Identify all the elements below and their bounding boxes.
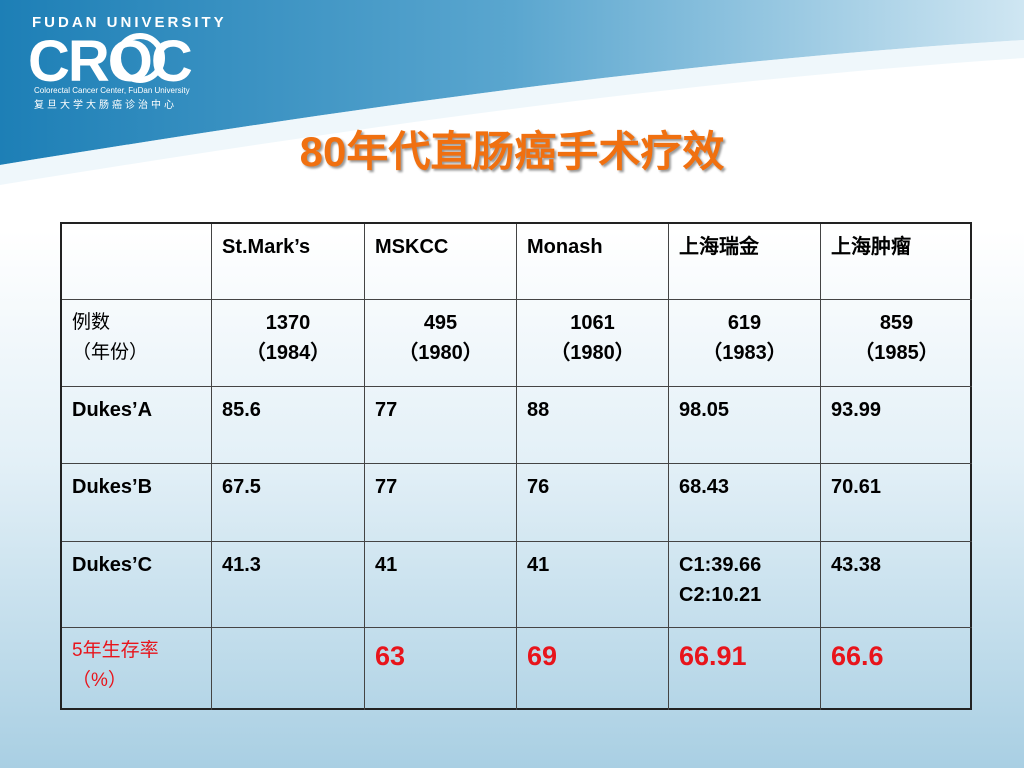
cell-text: Dukes’B (72, 476, 153, 498)
cell-text: Monash (527, 236, 603, 258)
table-cell: 69 (517, 628, 669, 710)
table-cell: 93.99 (821, 387, 972, 464)
cell-text: （1985） (854, 342, 939, 364)
table: St.Mark’s MSKCC Monash 上海瑞金 上海肿瘤例数 （年份） 1370 （1… (60, 222, 972, 710)
cell-text: 70.61 (831, 476, 882, 498)
table-cell: 41 (517, 542, 669, 628)
cell-text: 67.5 (222, 476, 261, 498)
table-cell: 41.3 (212, 542, 365, 628)
table-cell: 85.6 (212, 387, 365, 464)
table-cell: 88 (517, 387, 669, 464)
header-swoosh (0, 40, 1024, 185)
cell-text: 41 (527, 554, 550, 576)
table-cell: MSKCC (365, 224, 517, 300)
cell-text: C1:39.66 (679, 554, 762, 576)
cell-text: Dukes’A (72, 399, 153, 421)
cell-text: （1984） (245, 342, 331, 364)
table-cell: 98.05 (669, 387, 821, 464)
cell-text: 例数 (72, 312, 111, 333)
table-cell: Dukes’B (62, 464, 212, 542)
cell-text: 859 (879, 312, 914, 334)
cell-text: 上海瑞金 (679, 236, 759, 258)
table-cell: 41 (365, 542, 517, 628)
cell-text: 619 (727, 312, 762, 334)
table-cell: 67.5 (212, 464, 365, 542)
header-band (0, 0, 1024, 165)
table-cell: 66.91 (669, 628, 821, 710)
table-cell: Dukes’A (62, 387, 212, 464)
cell-text: 69 (527, 641, 558, 671)
cell-text: （年份） (72, 342, 149, 363)
cell-text: 43.38 (831, 554, 882, 576)
center-cn: 复旦大学大肠癌诊治中心 (34, 100, 177, 111)
cell-text: 88 (527, 399, 550, 421)
table-cell: 5年生存率 （%） (62, 628, 212, 710)
table-cell: Monash (517, 224, 669, 300)
table-cell: 上海瑞金 (669, 224, 821, 300)
table-cell: 77 (365, 387, 517, 464)
cell-text: 98.05 (679, 399, 730, 421)
university: FUDAN UNIVERSITY (32, 14, 227, 31)
table-cell: 66.6 (821, 628, 972, 710)
cell-text: 上海肿瘤 (831, 236, 911, 258)
center-en: Colorectal Cancer Center, FuDan Universi… (34, 86, 190, 95)
title: 80年代直肠癌手术疗效 (299, 128, 725, 175)
cell-text: 68.43 (679, 476, 730, 498)
cell-text: 5年生存率 (72, 640, 159, 661)
table-cell: 859 （1985） (821, 300, 972, 387)
table-cell (212, 628, 365, 710)
cell-text: （%） (72, 670, 127, 691)
table-cell: St.Mark’s (212, 224, 365, 300)
cell-text: 77 (375, 399, 398, 421)
table-cell: 70.61 (821, 464, 972, 542)
cell-text: 76 (527, 476, 550, 498)
table-cell: Dukes’C (62, 542, 212, 628)
cell-text: 85.6 (222, 399, 261, 421)
table-cell: 上海肿瘤 (821, 224, 972, 300)
header-background (0, 0, 1024, 185)
table-cell: 495 （1980） (365, 300, 517, 387)
table-cell: 63 (365, 628, 517, 710)
cell-text: 495 (423, 312, 458, 334)
table-cell: 43.38 (821, 542, 972, 628)
cell-text: 41 (375, 554, 398, 576)
cell-text: 66.6 (831, 641, 884, 671)
cell-text: St.Mark’s (222, 236, 311, 258)
cell-text: （1980） (550, 342, 635, 364)
table-cell: C1:39.66 C2:10.21 (669, 542, 821, 628)
table-cell: 1370 （1984） (212, 300, 365, 387)
table-cell (62, 224, 212, 300)
cell-text: 93.99 (831, 399, 882, 421)
cell-text: （1983） (702, 342, 787, 364)
table-cell: 76 (517, 464, 669, 542)
table-cell: 1061 （1980） (517, 300, 669, 387)
cell-text: 1370 (265, 312, 311, 334)
cell-text: 41.3 (222, 554, 261, 576)
logo-text: CROC (28, 29, 193, 94)
table-cell: 619 （1983） (669, 300, 821, 387)
cell-text: 77 (375, 476, 398, 498)
cell-text: （1980） (398, 342, 483, 364)
cell-text: C2:10.21 (679, 584, 762, 606)
table-cell: 例数 （年份） (62, 300, 212, 387)
table-cell: 77 (365, 464, 517, 542)
cell-text: 66.91 (679, 641, 747, 671)
cell-text: 63 (375, 641, 406, 671)
cell-text: MSKCC (375, 236, 449, 258)
table-cell: 68.43 (669, 464, 821, 542)
logo-ring (115, 33, 165, 83)
cell-text: Dukes’C (72, 554, 153, 576)
cell-text: 1061 (570, 312, 615, 334)
